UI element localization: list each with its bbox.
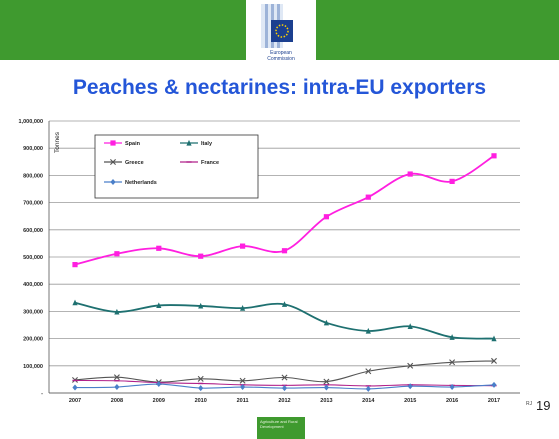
data-point-netherlands: [491, 381, 497, 388]
x-tick-label: 2007: [69, 398, 81, 404]
corner-note: RJ: [526, 401, 533, 407]
x-tick-label: 2014: [362, 398, 375, 404]
legend-marker-greece: [110, 159, 116, 165]
legend-marker-italy: [186, 139, 192, 146]
data-point-greece: [113, 374, 120, 381]
data-point-netherlands: [449, 384, 455, 391]
data-point-spain: [156, 245, 162, 251]
y-tick-label: 400,000: [23, 282, 43, 288]
legend-label-france: France: [201, 160, 219, 166]
x-tick-label: 2008: [111, 398, 123, 404]
data-point-italy: [156, 302, 162, 309]
data-point-italy: [198, 302, 204, 309]
y-tick-label: -: [41, 391, 43, 397]
y-tick-label: 800,000: [23, 173, 43, 179]
data-point-greece: [365, 368, 372, 375]
x-tick-label: 2013: [320, 398, 332, 404]
data-point-spain: [449, 178, 455, 184]
exporters-line-chart: - 100,000 200,000 300,000 400,000 500,000 600,…: [19, 119, 533, 407]
footer-logo: Agriculture and Rural Development: [257, 417, 305, 439]
y-tick-label: 600,000: [23, 228, 43, 234]
data-point-netherlands: [240, 384, 246, 391]
series-line-italy: [74, 301, 495, 340]
data-point-spain: [240, 243, 246, 249]
data-point-netherlands: [323, 384, 329, 391]
y-tick-label: 1,000,000: [19, 119, 43, 125]
data-point-netherlands: [156, 381, 162, 388]
y-axis-label: Tonnes: [54, 131, 61, 153]
data-point-italy: [72, 299, 78, 306]
y-tick-label: 100,000: [23, 364, 43, 370]
x-tick-label: 2016: [446, 398, 458, 404]
legend-label-spain: Spain: [125, 141, 141, 147]
data-point-greece: [197, 375, 204, 382]
data-point-netherlands: [407, 383, 413, 390]
data-point-italy: [281, 301, 288, 307]
x-tick-label: 2015: [404, 398, 416, 404]
data-point-spain: [365, 194, 371, 200]
european-commission-logo: European Commission: [246, 0, 316, 62]
series-line-greece: [74, 360, 495, 383]
data-point-italy: [449, 334, 455, 340]
data-point-spain: [281, 248, 288, 254]
data-point-spain: [323, 214, 329, 220]
data-point-greece: [323, 378, 330, 385]
legend-label-italy: Italy: [201, 141, 213, 147]
data-point-spain: [114, 251, 120, 257]
x-tick-label: 2011: [237, 398, 249, 404]
data-point-greece: [281, 374, 288, 381]
eu-flag-icon: [261, 4, 293, 48]
data-point-greece: [491, 357, 497, 364]
data-point-netherlands: [198, 385, 204, 392]
data-point-spain: [407, 171, 413, 177]
y-tick-label: 700,000: [23, 201, 43, 207]
legend-label-greece: Greece: [125, 160, 144, 166]
data-point-italy: [491, 335, 497, 342]
y-tick-label: 300,000: [23, 309, 43, 315]
y-tick-label: 900,000: [23, 146, 43, 152]
data-point-greece: [407, 362, 414, 369]
data-point-greece: [449, 359, 456, 366]
data-point-italy: [114, 308, 120, 315]
legend: Spain Italy Greece France Netherlands: [94, 134, 259, 199]
legend-marker-spain: [110, 140, 116, 146]
legend-box: [94, 134, 259, 199]
x-tick-label: 2010: [195, 398, 207, 404]
legend-marker-netherlands: [110, 179, 116, 185]
slide-title: Peaches & nectarines: intra-EU exporters: [72, 76, 487, 99]
data-point-netherlands: [365, 385, 371, 392]
data-point-netherlands: [281, 385, 288, 392]
legend-label-netherlands: Netherlands: [125, 180, 157, 186]
footer-logo-text: Agriculture and Rural Development: [260, 419, 298, 429]
data-point-spain: [72, 262, 78, 268]
x-tick-label: 2012: [278, 398, 290, 404]
data-point-spain: [491, 153, 497, 159]
y-tick-label: 200,000: [23, 337, 43, 343]
x-tick-label: 2009: [153, 398, 165, 404]
data-point-italy: [323, 319, 329, 326]
data-point-spain: [198, 253, 204, 259]
y-tick-label: 500,000: [23, 255, 43, 261]
data-point-italy: [407, 323, 413, 329]
data-point-italy: [240, 305, 246, 311]
data-point-italy: [365, 327, 371, 334]
x-tick-label: 2017: [488, 398, 500, 404]
data-point-netherlands: [72, 384, 78, 391]
org-line-2: Commission: [267, 56, 295, 62]
data-point-greece: [239, 377, 246, 384]
page-number: 19: [536, 398, 551, 413]
data-point-netherlands: [114, 384, 120, 391]
org-line-1: European: [270, 50, 292, 56]
